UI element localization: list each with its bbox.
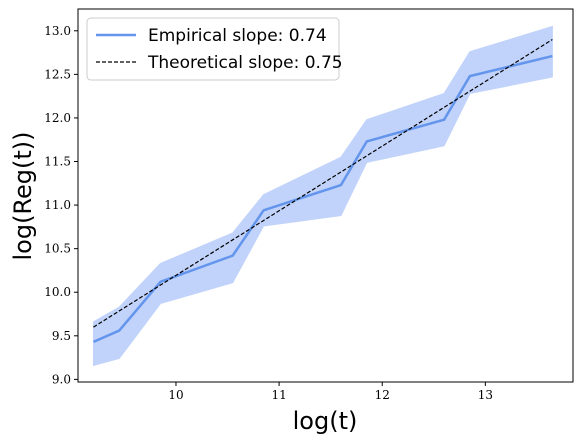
theoretical-line bbox=[93, 38, 553, 328]
empirical-line bbox=[92, 54, 553, 344]
x-tick-label: 13 bbox=[478, 388, 493, 402]
axes-frame bbox=[77, 8, 574, 383]
y-tick-label: 13.0 bbox=[44, 24, 71, 38]
x-axis: 10 11 12 13 bbox=[168, 382, 493, 402]
empirical-band bbox=[92, 25, 553, 367]
legend: Empirical slope: 0.74 Theoretical slope:… bbox=[86, 17, 343, 81]
y-tick-label: 11.0 bbox=[44, 198, 71, 212]
y-tick-label: 10.5 bbox=[44, 242, 71, 256]
y-axis: 9.0 9.5 10.0 10.5 11.0 11.5 12.0 12.5 13.0 bbox=[44, 24, 78, 386]
y-tick-label: 12.5 bbox=[44, 67, 71, 81]
x-tick-label: 12 bbox=[375, 388, 390, 402]
x-axis-label: log(t) bbox=[293, 407, 358, 435]
y-tick-label: 9.5 bbox=[52, 329, 71, 343]
y-tick-label: 10.0 bbox=[44, 285, 71, 299]
plot-area bbox=[92, 25, 553, 367]
y-tick-label: 9.0 bbox=[52, 372, 71, 386]
x-tick-label: 11 bbox=[271, 388, 286, 402]
y-tick-label: 11.5 bbox=[44, 155, 71, 169]
y-tick-label: 12.0 bbox=[44, 111, 71, 125]
x-tick-label: 10 bbox=[168, 388, 183, 402]
legend-box bbox=[86, 17, 340, 81]
legend-label-theoretical: Theoretical slope: 0.75 bbox=[147, 53, 343, 73]
y-axis-label: log(Reg(t)) bbox=[9, 131, 37, 260]
legend-label-empirical: Empirical slope: 0.74 bbox=[148, 26, 327, 46]
